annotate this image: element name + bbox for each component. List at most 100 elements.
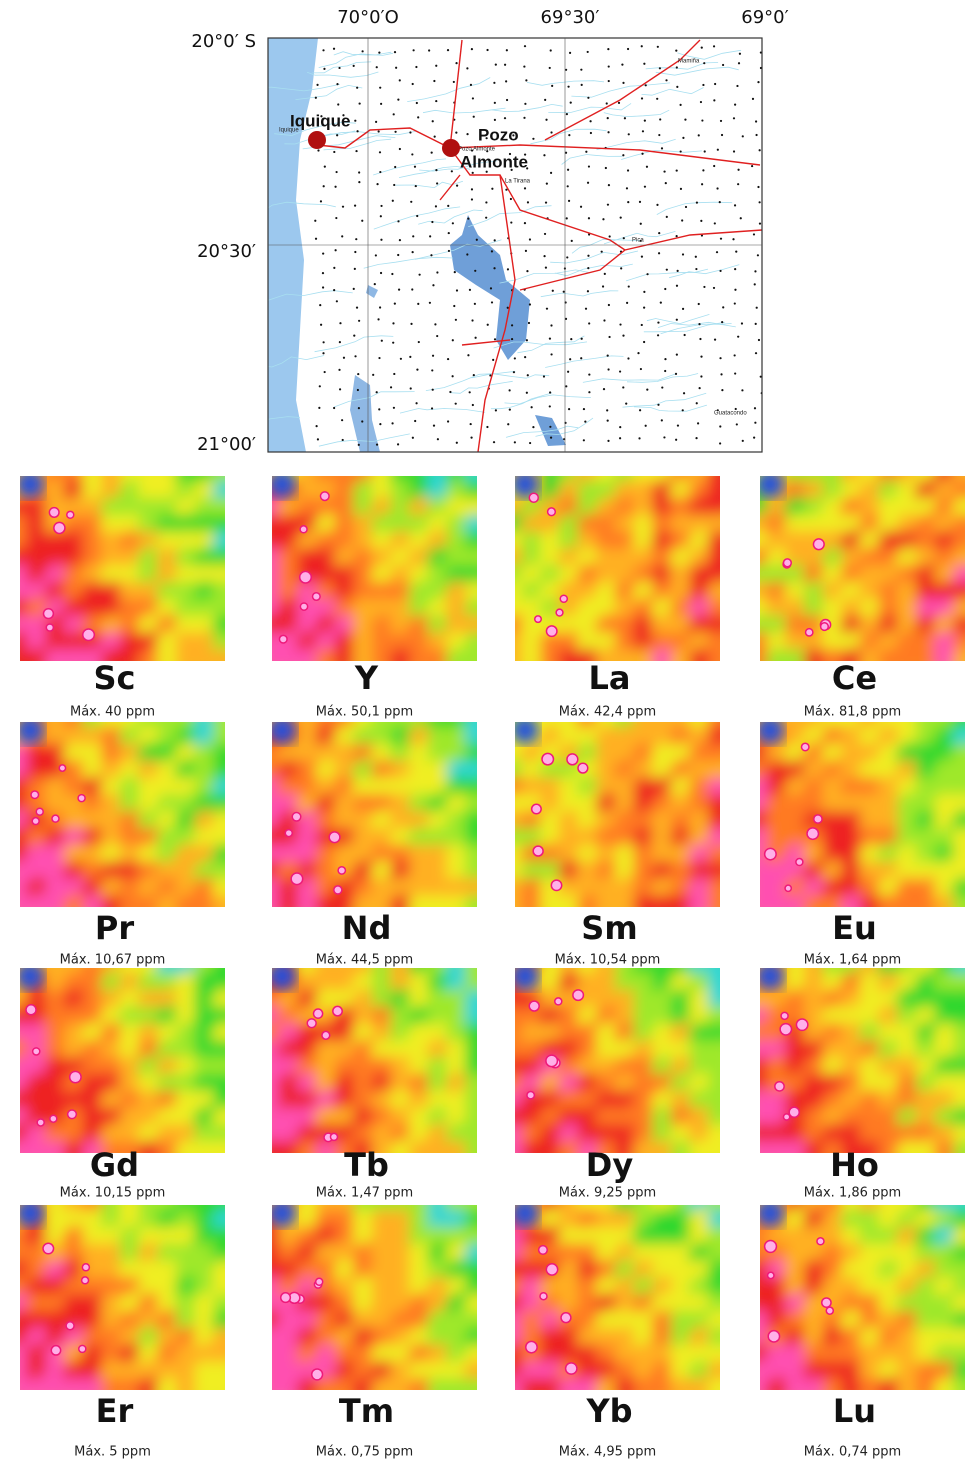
sample-point: [732, 238, 734, 240]
element-label: La: [589, 659, 631, 697]
place-label: Iquique: [290, 111, 350, 130]
max-label: Máx. 1,64 ppm: [804, 953, 901, 968]
hotspot: [529, 493, 538, 502]
sample-point: [607, 117, 609, 119]
sample-point: [734, 104, 736, 106]
sample-point: [375, 121, 377, 123]
sample-point: [475, 337, 477, 339]
sample-point: [394, 166, 396, 168]
heatmap-panel: LaMáx. 42,4 ppm: [502, 463, 733, 720]
sample-point: [434, 135, 436, 137]
sample-point: [713, 99, 715, 101]
sample-point: [608, 304, 610, 306]
sample-point: [739, 53, 741, 55]
hotspot: [330, 1133, 337, 1140]
sample-point: [469, 391, 471, 393]
sample-point: [378, 52, 380, 54]
sample-point: [376, 391, 378, 393]
sample-point: [627, 201, 629, 203]
sample-point: [682, 137, 684, 139]
sample-point: [532, 138, 534, 140]
sample-point: [738, 62, 740, 64]
sample-point: [399, 239, 401, 241]
sample-point: [429, 302, 431, 304]
sample-point: [378, 130, 380, 132]
hotspot: [79, 1345, 86, 1352]
heatmap: [259, 463, 490, 674]
sample-point: [390, 386, 392, 388]
sample-point: [658, 134, 660, 136]
sample-point: [415, 66, 417, 68]
sample-point: [603, 388, 605, 390]
sample-point: [588, 217, 590, 219]
sample-point: [721, 134, 723, 136]
sample-point: [471, 188, 473, 190]
max-label: Máx. 1,47 ppm: [316, 1186, 413, 1201]
sample-point: [641, 45, 643, 47]
hotspot: [814, 815, 822, 823]
town-marker: [442, 139, 460, 157]
sample-point: [381, 340, 383, 342]
sample-point: [532, 426, 534, 428]
hotspot: [567, 754, 578, 765]
sample-point: [627, 357, 629, 359]
sample-point: [529, 303, 531, 305]
hotspot: [66, 1322, 74, 1330]
sample-point: [719, 357, 721, 359]
sample-point: [394, 303, 396, 305]
sample-point: [374, 283, 376, 285]
sample-point: [657, 404, 659, 406]
sample-point: [722, 64, 724, 66]
sample-point: [680, 150, 682, 152]
sample-point: [467, 354, 469, 356]
sample-point: [357, 389, 359, 391]
sample-point: [431, 369, 433, 371]
sample-point: [587, 97, 589, 99]
longitude-label: 70°0′O: [337, 7, 399, 28]
element-label: Yb: [585, 1392, 632, 1430]
hotspot: [338, 867, 345, 874]
sample-point: [625, 402, 627, 404]
element-label: Pr: [95, 909, 134, 947]
element-label: Sc: [93, 659, 135, 697]
sample-point: [719, 442, 721, 444]
sample-point: [588, 322, 590, 324]
sample-point: [623, 237, 625, 239]
sample-point: [525, 79, 527, 81]
sample-point: [646, 166, 648, 168]
heatmap-blobs: [7, 1192, 238, 1403]
sample-point: [664, 370, 666, 372]
sample-point: [510, 221, 512, 223]
sample-point: [393, 184, 395, 186]
sample-point: [757, 254, 759, 256]
sample-point: [485, 201, 487, 203]
sample-point: [713, 45, 715, 47]
sample-point: [734, 372, 736, 374]
sample-point: [324, 371, 326, 373]
sample-point: [661, 386, 663, 388]
sample-point: [733, 117, 735, 119]
sample-point: [514, 441, 516, 443]
sample-point: [336, 83, 338, 85]
hotspot: [83, 629, 95, 641]
sample-point: [665, 79, 667, 81]
max-label: Máx. 81,8 ppm: [804, 705, 901, 720]
sample-point: [700, 101, 702, 103]
sample-point: [757, 186, 759, 188]
sample-point: [415, 402, 417, 404]
sample-point: [505, 80, 507, 82]
sample-point: [753, 436, 755, 438]
sample-point: [676, 285, 678, 287]
sample-point: [583, 439, 585, 441]
sample-point: [663, 170, 665, 172]
sample-point: [359, 102, 361, 104]
sample-point: [720, 238, 722, 240]
sample-point: [391, 273, 393, 275]
heatmap-cell: [756, 470, 784, 498]
heatmap-blobs: [747, 463, 968, 674]
sample-point: [719, 425, 721, 427]
hotspot: [59, 765, 65, 771]
sample-point: [393, 113, 395, 115]
sample-point: [567, 86, 569, 88]
element-label: Gd: [90, 1146, 139, 1184]
